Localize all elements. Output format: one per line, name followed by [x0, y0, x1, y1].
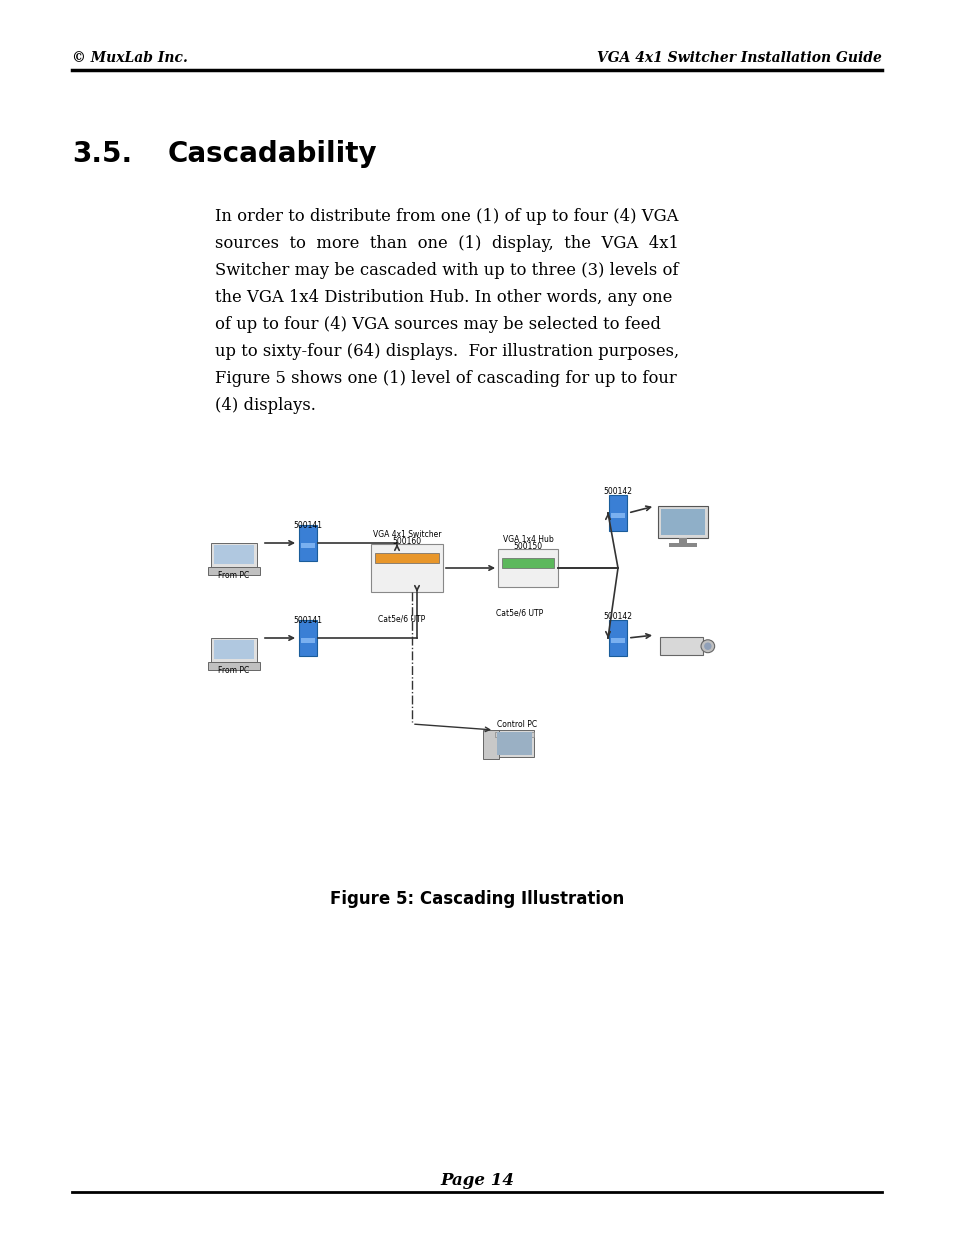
Bar [501, 558, 554, 568]
Bar [608, 495, 626, 531]
Bar [371, 543, 442, 592]
Text: (4) displays.: (4) displays. [214, 396, 315, 414]
Bar [608, 620, 626, 656]
Text: In order to distribute from one (1) of up to four (4) VGA: In order to distribute from one (1) of u… [214, 207, 678, 225]
Bar [658, 506, 707, 537]
Text: © MuxLab Inc.: © MuxLab Inc. [71, 51, 188, 65]
Bar [495, 732, 534, 737]
Ellipse shape [700, 640, 714, 652]
Bar [208, 567, 260, 576]
Text: 500150: 500150 [513, 542, 542, 551]
Text: From PC: From PC [218, 666, 250, 676]
Bar [301, 638, 314, 643]
Text: VGA 4x1 Switcher Installation Guide: VGA 4x1 Switcher Installation Guide [597, 51, 882, 65]
Bar [211, 543, 257, 567]
Text: Figure 5: Cascading Illustration: Figure 5: Cascading Illustration [330, 890, 623, 908]
Text: Control PC: Control PC [497, 720, 537, 729]
Bar [301, 543, 314, 548]
Text: sources  to  more  than  one  (1)  display,  the  VGA  4x1: sources to more than one (1) display, th… [214, 235, 679, 252]
Text: Cat5e/6 UTP: Cat5e/6 UTP [496, 609, 543, 618]
Text: 3.5.: 3.5. [71, 140, 132, 168]
Text: VGA 4x1 Switcher: VGA 4x1 Switcher [373, 530, 441, 538]
Bar [659, 637, 702, 656]
Text: 500160: 500160 [392, 537, 421, 546]
Text: 500141: 500141 [294, 616, 322, 625]
Bar [495, 730, 534, 757]
Text: 500142: 500142 [603, 487, 632, 496]
Bar [497, 550, 558, 587]
Text: of up to four (4) VGA sources may be selected to feed: of up to four (4) VGA sources may be sel… [214, 316, 660, 333]
Bar [208, 662, 260, 669]
Bar [211, 638, 257, 662]
Text: Page 14: Page 14 [439, 1172, 514, 1189]
Bar [298, 525, 316, 561]
Text: 500142: 500142 [603, 613, 632, 621]
Text: Cat5e/6 UTP: Cat5e/6 UTP [378, 614, 425, 622]
Bar [375, 553, 438, 563]
Text: Cascadability: Cascadability [168, 140, 377, 168]
Bar [298, 620, 316, 656]
Text: up to sixty-four (64) displays.  For illustration purposes,: up to sixty-four (64) displays. For illu… [214, 343, 679, 359]
Bar [660, 509, 704, 535]
Bar [668, 543, 697, 547]
Bar [497, 732, 532, 755]
Bar [213, 545, 254, 563]
Text: From PC: From PC [218, 571, 250, 580]
Text: 500141: 500141 [294, 521, 322, 530]
Bar [610, 638, 624, 643]
Bar [213, 640, 254, 658]
Text: Switcher may be cascaded with up to three (3) levels of: Switcher may be cascaded with up to thre… [214, 262, 678, 279]
Text: VGA 1x4 Hub: VGA 1x4 Hub [502, 535, 553, 543]
Text: Figure 5 shows one (1) level of cascading for up to four: Figure 5 shows one (1) level of cascadin… [214, 370, 676, 387]
Bar [610, 513, 624, 519]
Bar [483, 730, 498, 758]
Text: the VGA 1x4 Distribution Hub. In other words, any one: the VGA 1x4 Distribution Hub. In other w… [214, 289, 672, 306]
Ellipse shape [703, 642, 711, 650]
Bar [679, 537, 686, 543]
